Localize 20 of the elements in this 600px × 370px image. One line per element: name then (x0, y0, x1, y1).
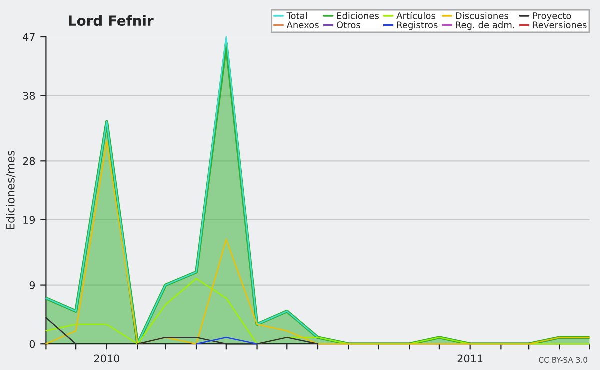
legend-label: Total (286, 12, 307, 20)
legend-label: Anexos (286, 22, 319, 28)
legend-label: Discusiones (456, 12, 508, 20)
legend-label: Reversiones (533, 22, 587, 28)
y-tick-label: 9 (30, 282, 36, 290)
legend-label: Otros (337, 22, 360, 28)
legend-label: Reg. de adm. (456, 22, 514, 30)
legend-label: Proyecto (533, 12, 572, 22)
legend-label: Registros (397, 22, 438, 30)
y-tick-label: 38 (23, 92, 36, 100)
y-tick-label: 47 (23, 33, 35, 41)
legend-label: Ediciones (337, 12, 379, 20)
x-tick-label: 2011 (458, 354, 483, 363)
y-tick-label: 19 (24, 216, 36, 224)
chart-title: Lord Fefnir (69, 15, 154, 26)
y-tick-label: 28 (23, 157, 36, 166)
x-tick-label: 2010 (94, 354, 120, 363)
y-axis-title: Ediciones/mes (6, 151, 16, 230)
y-tick-label: 0 (30, 340, 36, 348)
legend-label: Artículos (396, 12, 436, 20)
